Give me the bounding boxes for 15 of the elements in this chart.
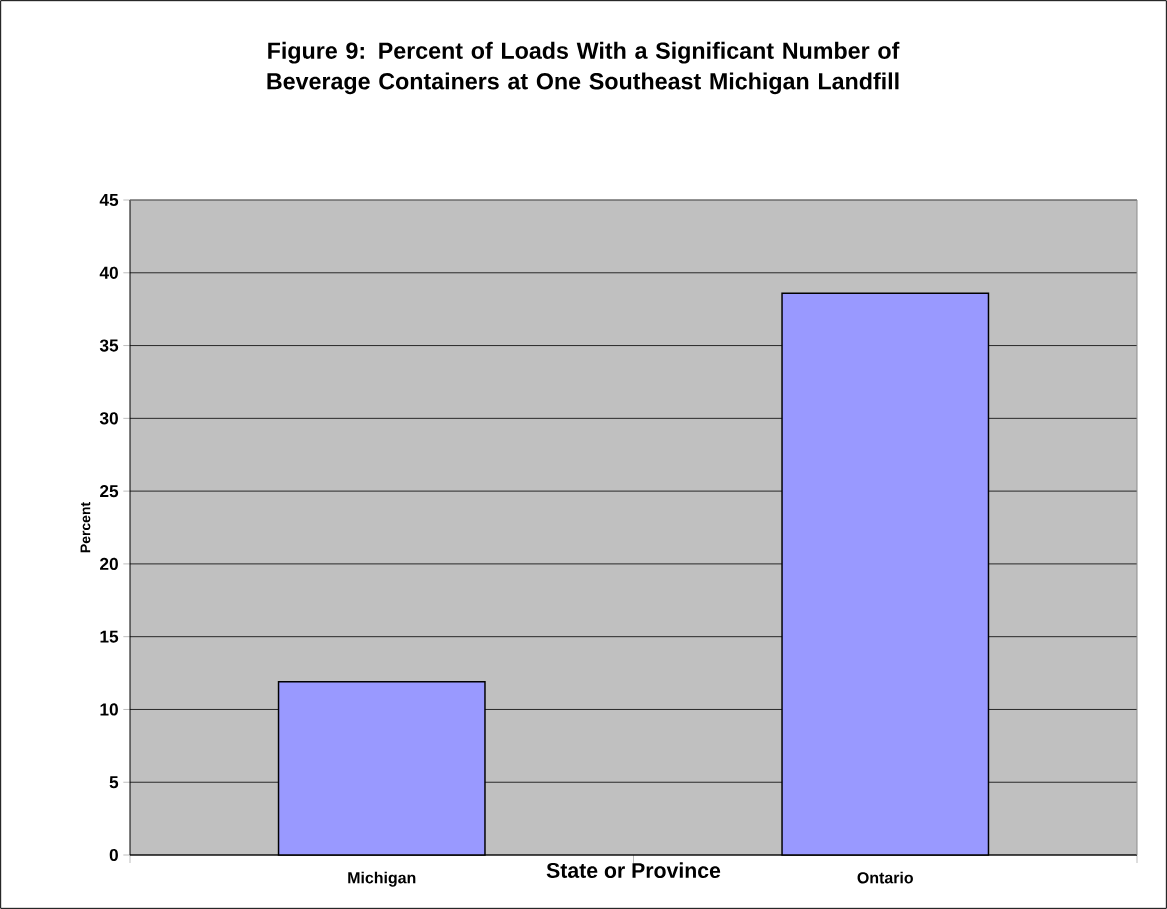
x-tick-label: Ontario xyxy=(857,871,913,884)
y-tick-label: 0 xyxy=(109,848,118,862)
x-axis-title: State or Province xyxy=(546,862,721,878)
y-tick-label: 25 xyxy=(100,485,119,498)
chart-title: Figure 9: Percent of Loads With a Significant Number of Beverage Containers at One Southeast Michigan Landfill xyxy=(267,41,900,95)
x-tick-label: Michigan xyxy=(348,871,416,887)
y-axis-title: Percent xyxy=(80,502,91,553)
y-tick-label: 30 xyxy=(99,412,118,425)
y-tick-label: 40 xyxy=(99,266,118,279)
y-tick-label: 5 xyxy=(109,776,119,789)
y-tick-label: 35 xyxy=(99,339,119,352)
y-tick-label: 10 xyxy=(100,703,118,716)
y-tick-label: 15 xyxy=(100,630,119,643)
y-tick-label: 45 xyxy=(99,193,119,207)
y-tick-label: 20 xyxy=(100,557,118,571)
